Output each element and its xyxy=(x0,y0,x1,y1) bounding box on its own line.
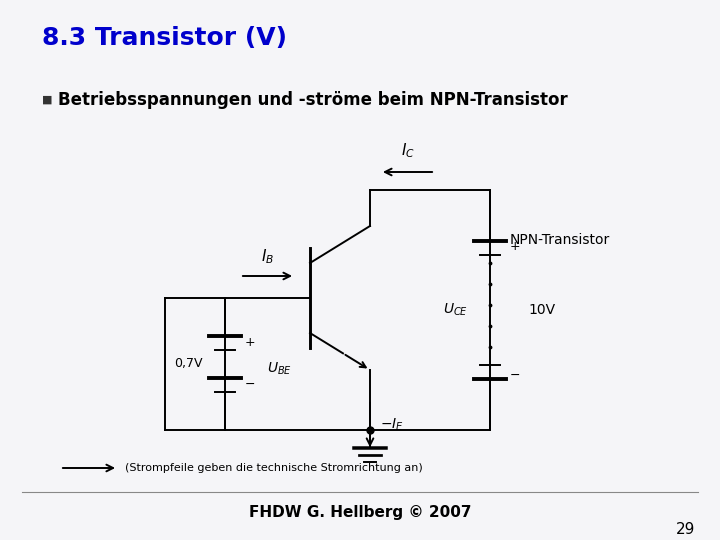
Text: +: + xyxy=(245,335,256,348)
Text: 0,7V: 0,7V xyxy=(174,357,203,370)
Text: 8.3 Transistor (V): 8.3 Transistor (V) xyxy=(42,26,287,50)
Text: +: + xyxy=(510,240,521,253)
Text: FHDW G. Hellberg © 2007: FHDW G. Hellberg © 2007 xyxy=(248,504,472,519)
Text: (Strompfeile geben die technische Stromrichtung an): (Strompfeile geben die technische Stromr… xyxy=(125,463,423,473)
Text: −: − xyxy=(245,377,256,390)
Text: ■: ■ xyxy=(42,95,53,105)
Text: Betriebsspannungen und -ströme beim NPN-Transistor: Betriebsspannungen und -ströme beim NPN-… xyxy=(58,91,568,109)
Text: NPN-Transistor: NPN-Transistor xyxy=(510,233,611,247)
Text: 10V: 10V xyxy=(528,303,555,317)
Text: 29: 29 xyxy=(675,523,695,537)
Text: $U_{BE}$: $U_{BE}$ xyxy=(267,361,292,377)
Text: $U_{CE}$: $U_{CE}$ xyxy=(443,302,468,318)
Text: $I_C$: $I_C$ xyxy=(400,141,415,160)
Text: $I_B$: $I_B$ xyxy=(261,247,274,266)
Text: $-I_E$: $-I_E$ xyxy=(380,417,404,433)
Text: −: − xyxy=(510,368,521,381)
